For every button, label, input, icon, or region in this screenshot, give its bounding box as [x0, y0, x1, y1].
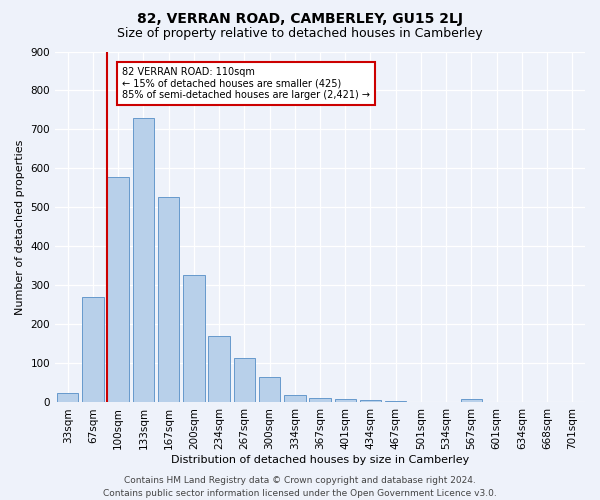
Bar — [259, 377, 280, 402]
Y-axis label: Number of detached properties: Number of detached properties — [15, 140, 25, 314]
Text: 82, VERRAN ROAD, CAMBERLEY, GU15 2LJ: 82, VERRAN ROAD, CAMBERLEY, GU15 2LJ — [137, 12, 463, 26]
Bar — [57, 392, 79, 402]
Bar — [309, 398, 331, 402]
Text: Size of property relative to detached houses in Camberley: Size of property relative to detached ho… — [117, 28, 483, 40]
Bar — [461, 400, 482, 402]
Bar — [284, 396, 305, 402]
Bar — [82, 297, 104, 403]
Bar — [107, 177, 129, 402]
Bar — [183, 274, 205, 402]
Bar — [360, 400, 381, 402]
X-axis label: Distribution of detached houses by size in Camberley: Distribution of detached houses by size … — [171, 455, 469, 465]
Bar — [385, 400, 406, 402]
Text: Contains HM Land Registry data © Crown copyright and database right 2024.
Contai: Contains HM Land Registry data © Crown c… — [103, 476, 497, 498]
Bar — [233, 358, 255, 403]
Bar — [158, 196, 179, 402]
Bar — [133, 118, 154, 403]
Text: 82 VERRAN ROAD: 110sqm
← 15% of detached houses are smaller (425)
85% of semi-de: 82 VERRAN ROAD: 110sqm ← 15% of detached… — [122, 67, 370, 100]
Bar — [335, 398, 356, 402]
Bar — [208, 336, 230, 402]
